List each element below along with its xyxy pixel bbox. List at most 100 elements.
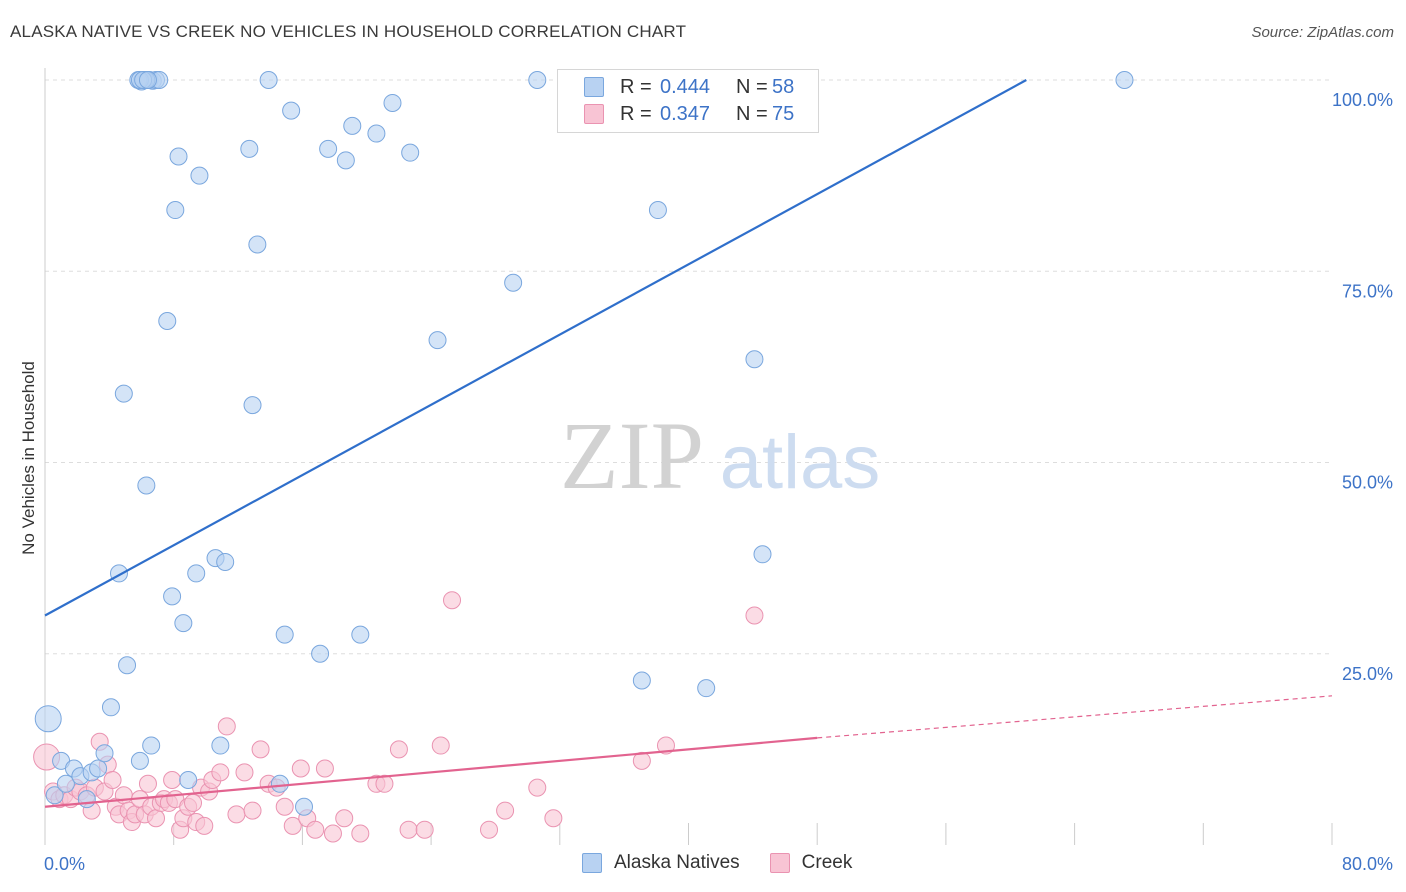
- data-point: [315, 759, 334, 778]
- chart-source: Source: ZipAtlas.com: [1251, 24, 1394, 41]
- legend-n-label: N =: [736, 75, 768, 98]
- data-point: [306, 820, 325, 839]
- stats-legend: R = 0.444 N = 58 R = 0.347 N = 75: [557, 69, 819, 133]
- data-point: [343, 116, 362, 135]
- trend-line-creek: [44, 736, 818, 808]
- legend-swatch-creek: [769, 853, 790, 873]
- data-point: [243, 396, 262, 415]
- watermark-zip: ZIP: [560, 402, 704, 509]
- legend-label-creek: Creek: [801, 852, 853, 873]
- data-point: [351, 824, 370, 843]
- data-point: [544, 809, 563, 828]
- data-point: [103, 770, 122, 789]
- data-point: [323, 824, 342, 843]
- legend-item-alaska[interactable]: Alaska Natives: [582, 852, 740, 874]
- data-point: [190, 166, 209, 185]
- data-point: [648, 201, 667, 220]
- data-point: [401, 143, 420, 162]
- data-point: [697, 679, 716, 698]
- gridlines: [45, 79, 1332, 655]
- data-point: [311, 644, 330, 663]
- data-point: [351, 625, 370, 644]
- data-point: [270, 774, 289, 793]
- watermark-atlas: atlas: [720, 420, 881, 505]
- data-point: [528, 71, 547, 89]
- legend-swatch-alaska: [584, 77, 604, 97]
- data-point: [163, 770, 182, 789]
- data-point: [243, 801, 262, 820]
- data-point: [195, 816, 214, 835]
- data-point: [45, 786, 64, 805]
- data-point: [335, 809, 354, 828]
- legend-n-value: 58: [772, 75, 795, 98]
- data-point: [227, 805, 246, 824]
- data-point: [187, 564, 206, 583]
- data-point: [399, 820, 418, 839]
- data-point: [118, 656, 137, 675]
- tick-labels: 25.0% 50.0% 75.0% 100.0% 0.0% 80.0%: [44, 90, 1393, 874]
- legend-row-creek: R = 0.347 N = 75: [584, 101, 794, 127]
- data-point: [130, 751, 149, 770]
- data-point: [169, 147, 188, 166]
- data-point: [383, 93, 402, 112]
- data-point: [275, 797, 294, 816]
- data-point: [389, 740, 408, 759]
- alaska-series: [34, 71, 1134, 816]
- data-point: [367, 124, 386, 143]
- data-point: [216, 552, 235, 571]
- data-point: [184, 793, 203, 812]
- data-point: [336, 151, 355, 170]
- trend-line-creek-extension: [817, 695, 1333, 739]
- data-point: [632, 671, 651, 690]
- data-point: [259, 71, 278, 89]
- legend-item-creek[interactable]: Creek: [769, 852, 853, 874]
- data-point: [443, 591, 462, 610]
- data-point: [101, 698, 120, 717]
- data-point: [753, 545, 772, 564]
- y-tick-label: 25.0%: [1342, 664, 1393, 684]
- data-point: [504, 273, 523, 292]
- data-point: [415, 820, 434, 839]
- data-point: [158, 311, 177, 330]
- data-point: [428, 331, 447, 350]
- x-tick-label-max: 80.0%: [1342, 854, 1393, 874]
- chart-title: ALASKA NATIVE VS CREEK NO VEHICLES IN HO…: [10, 22, 687, 41]
- data-point: [283, 816, 302, 835]
- data-point: [375, 774, 394, 793]
- data-point: [95, 744, 114, 763]
- data-point: [137, 476, 156, 495]
- data-point: [248, 235, 267, 254]
- data-point: [138, 71, 157, 89]
- data-point: [319, 139, 338, 158]
- data-point: [656, 736, 675, 755]
- data-point: [174, 614, 193, 633]
- data-point: [745, 350, 764, 369]
- series-legend: Alaska Natives Creek: [582, 852, 882, 874]
- data-point: [291, 759, 310, 778]
- data-point: [114, 384, 133, 403]
- data-point: [77, 790, 96, 809]
- x-tick-label-min: 0.0%: [44, 854, 85, 874]
- data-point: [275, 625, 294, 644]
- data-point: [496, 801, 515, 820]
- legend-label-alaska: Alaska Natives: [614, 852, 740, 873]
- data-point: [282, 101, 301, 120]
- data-point: [56, 774, 75, 793]
- data-point: [147, 809, 166, 828]
- legend-swatch-creek: [584, 104, 604, 124]
- data-point: [251, 740, 270, 759]
- data-point: [142, 736, 161, 755]
- watermark: ZIP atlas: [560, 402, 880, 509]
- legend-n-label: N =: [736, 102, 768, 125]
- data-point: [211, 763, 230, 782]
- data-point: [235, 763, 254, 782]
- data-point: [431, 736, 450, 755]
- data-point: [163, 587, 182, 606]
- y-tick-label: 100.0%: [1332, 90, 1393, 110]
- data-point: [745, 606, 764, 625]
- legend-row-alaska: R = 0.444 N = 58: [584, 74, 795, 100]
- legend-r-label: R =: [620, 75, 652, 98]
- data-point: [632, 751, 651, 770]
- data-point: [211, 736, 230, 755]
